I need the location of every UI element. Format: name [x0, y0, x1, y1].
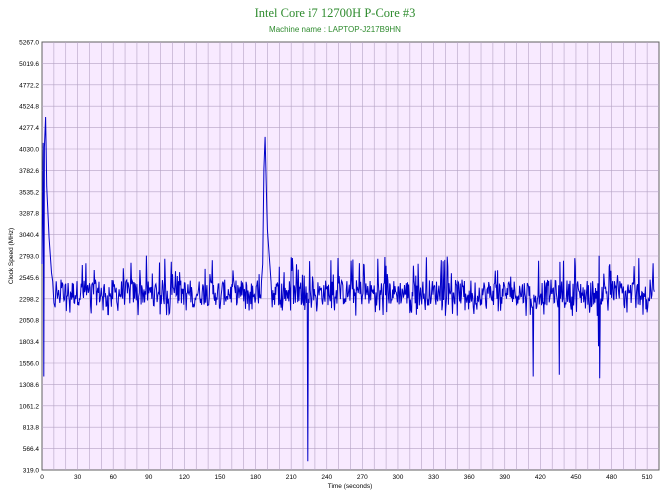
y-tick-label: 1308.6 — [19, 382, 39, 389]
x-tick-label: 300 — [393, 474, 404, 481]
y-tick-label: 4524.8 — [19, 104, 39, 111]
y-tick-label: 2050.8 — [19, 318, 39, 325]
x-tick-label: 390 — [499, 474, 510, 481]
x-tick-label: 270 — [357, 474, 368, 481]
x-tick-label: 480 — [606, 474, 617, 481]
x-tick-label: 420 — [535, 474, 546, 481]
y-tick-label: 813.8 — [23, 425, 40, 432]
y-tick-label: 5267.0 — [19, 40, 39, 47]
x-tick-label: 210 — [286, 474, 297, 481]
x-tick-label: 30 — [74, 474, 82, 481]
y-tick-label: 3782.6 — [19, 168, 39, 175]
x-tick-label: 330 — [428, 474, 439, 481]
x-tick-label: 360 — [464, 474, 475, 481]
series-line — [41, 116, 655, 462]
y-tick-label: 1556.0 — [19, 361, 39, 368]
series-line-group — [41, 116, 655, 462]
y-tick-label: 1803.4 — [19, 339, 39, 346]
y-axis-label: Clock Speed (MHz) — [8, 228, 15, 284]
x-tick-label: 150 — [215, 474, 226, 481]
y-tick-label: 4030.0 — [19, 147, 39, 154]
x-tick-label: 120 — [179, 474, 190, 481]
y-tick-label: 3535.2 — [19, 189, 39, 196]
y-tick-label: 3040.4 — [19, 232, 39, 239]
x-tick-label: 180 — [250, 474, 261, 481]
y-tick-label: 4772.2 — [19, 82, 39, 89]
x-tick-label: 60 — [110, 474, 118, 481]
y-tick-label: 2545.6 — [19, 275, 39, 282]
chart-subtitle: Machine name : LAPTOP-J217B9HN — [269, 25, 401, 34]
x-tick-label: 240 — [321, 474, 332, 481]
x-tick-label: 510 — [642, 474, 653, 481]
chart-title: Intel Core i7 12700H P-Core #3 — [255, 6, 416, 20]
y-tick-label: 2793.0 — [19, 254, 39, 261]
x-tick-label: 450 — [571, 474, 582, 481]
x-axis-label: Time (seconds) — [328, 483, 373, 490]
grid-lines — [42, 42, 659, 470]
y-tick-label: 319.0 — [23, 468, 40, 475]
x-tick-label: 0 — [40, 474, 44, 481]
y-tick-label: 5019.6 — [19, 61, 39, 68]
y-tick-label: 4277.4 — [19, 125, 39, 132]
x-tick-labels: 0 30 60 90 120 150 180 210 240 270 300 330 360 390 420… — [40, 474, 653, 481]
y-tick-labels: 319.0 566.4 813.8 1061.2 1308.6 1556.0 1803.4 2… — [19, 40, 39, 475]
y-tick-label: 3287.8 — [19, 211, 39, 218]
y-tick-label: 2298.2 — [19, 296, 39, 303]
y-tick-label: 566.4 — [23, 446, 40, 453]
x-tick-label: 90 — [145, 474, 153, 481]
y-tick-label: 1061.2 — [19, 403, 39, 410]
